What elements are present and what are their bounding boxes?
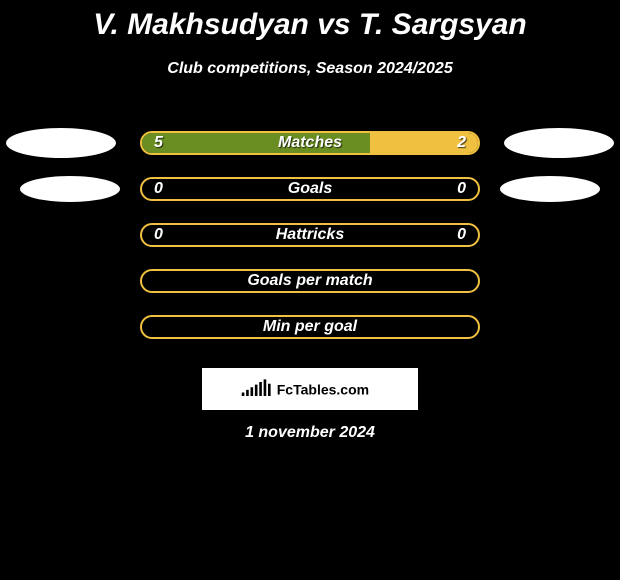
page-subtitle: Club competitions, Season 2024/2025: [0, 60, 620, 78]
date-line: 1 november 2024: [0, 424, 620, 442]
stat-value-right: 2: [457, 134, 478, 152]
stat-label: Goals: [288, 180, 332, 198]
logo-text: FcTables.com: [277, 381, 369, 397]
player-left-icon: [20, 176, 120, 202]
stat-value-right: 0: [457, 180, 478, 198]
stat-row: 0 Goals 0: [0, 166, 620, 212]
stat-bar: Goals per match: [140, 269, 480, 293]
stat-label: Hattricks: [276, 226, 344, 244]
stat-bar: 0 Goals 0: [140, 177, 480, 201]
player-left-icon: [6, 128, 116, 158]
stat-value-right: 0: [457, 226, 478, 244]
stat-label: Matches: [278, 134, 342, 152]
stat-row: Goals per match: [0, 258, 620, 304]
stat-row: 5 Matches 2: [0, 120, 620, 166]
stat-row: Min per goal: [0, 304, 620, 350]
player-right-icon: [504, 128, 614, 158]
player-right-icon: [500, 176, 600, 202]
stat-bar: Min per goal: [140, 315, 480, 339]
stat-bar: 0 Hattricks 0: [140, 223, 480, 247]
stats-area: 5 Matches 2 0 Goals 0 0 Hattricks 0 Goals per mat…: [0, 120, 620, 350]
stat-label: Min per goal: [263, 318, 357, 336]
stat-bar: 5 Matches 2: [140, 131, 480, 155]
stat-row: 0 Hattricks 0: [0, 212, 620, 258]
logo-box: FcTables.com: [202, 368, 418, 410]
page-title: V. Makhsudyan vs T. Sargsyan: [0, 0, 620, 42]
stat-value-left: 0: [142, 180, 163, 198]
stat-value-left: 5: [142, 134, 163, 152]
fctables-logo: FcTables.com: [240, 377, 380, 401]
stat-value-left: 0: [142, 226, 163, 244]
stat-label: Goals per match: [247, 272, 372, 290]
